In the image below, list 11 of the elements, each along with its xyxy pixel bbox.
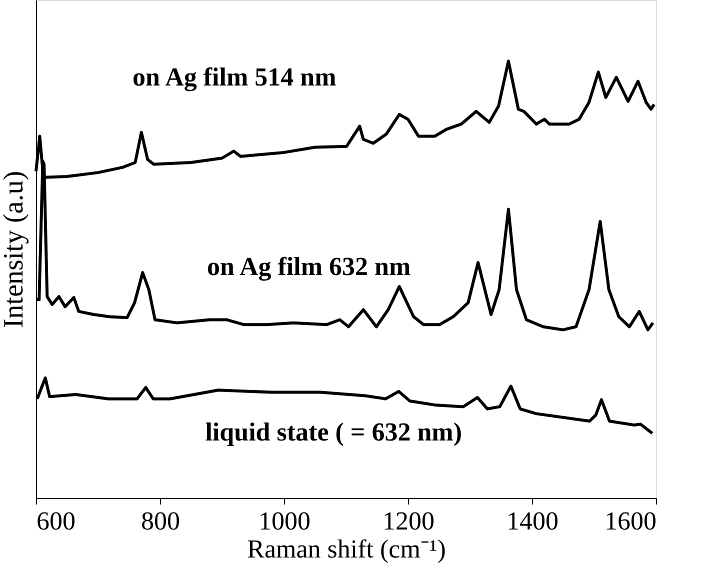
x-tick-label: 1200 (382, 506, 434, 536)
x-tick-label: 600 (36, 506, 76, 536)
series-label: on Ag film 632 nm (206, 252, 411, 281)
x-axis-title: Raman shift (cm⁻¹) (247, 534, 446, 564)
x-tick-label: 1400 (506, 506, 558, 536)
x-tick-label: 1000 (258, 506, 310, 536)
y-axis-title: Intensity (a.u) (0, 170, 30, 328)
x-tick-label: 1600 (604, 506, 656, 536)
series-label: on Ag film 514 nm (132, 62, 337, 92)
x-tick-label: 800 (141, 506, 180, 536)
series-label: liquid state ( = 632 nm) (205, 418, 462, 447)
